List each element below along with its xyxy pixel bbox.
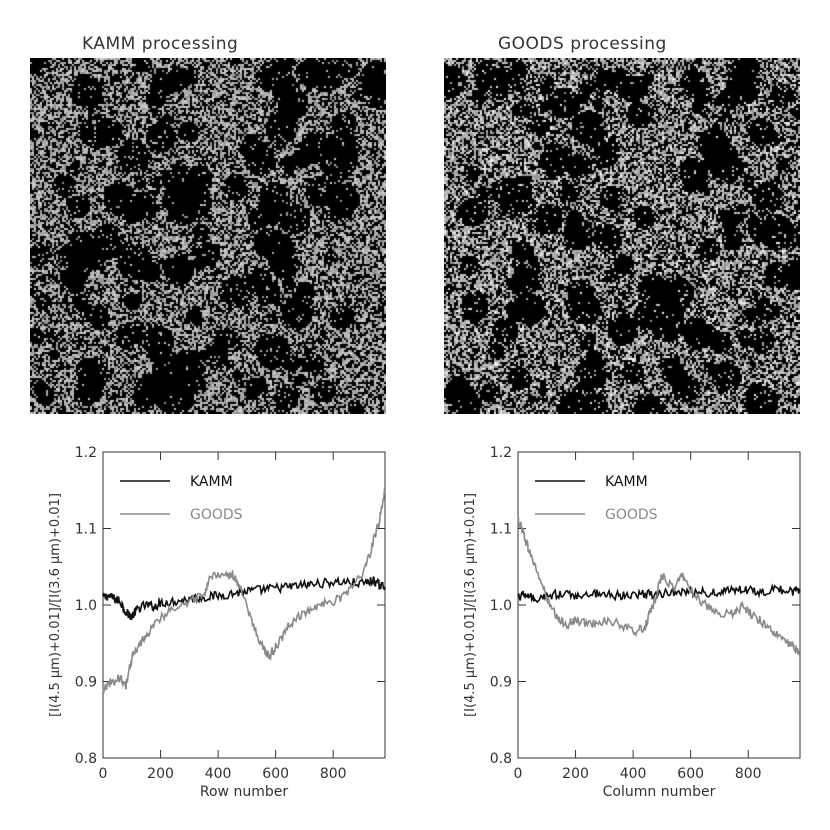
y-tick-label: 1.0 <box>75 598 97 614</box>
legend-label-kamm: KAMM <box>605 474 648 490</box>
goods-image-title: GOODS processing <box>498 34 667 54</box>
y-axis-label: [I(4.5 μm)+0.01]/[I(3.6 μm)+0.01] <box>48 493 63 717</box>
series-line-goods <box>102 487 386 696</box>
legend-label-goods: GOODS <box>190 507 243 523</box>
x-tick-label: 800 <box>320 766 347 782</box>
x-tick-label: 600 <box>677 766 704 782</box>
y-tick-label: 0.9 <box>75 675 97 691</box>
series-line-kamm <box>102 575 386 620</box>
y-tick-label: 1.1 <box>490 522 512 538</box>
x-tick-label: 800 <box>735 766 762 782</box>
x-tick-label: 0 <box>99 766 108 782</box>
x-axis-label: Row number <box>200 784 288 800</box>
series-line-kamm <box>517 583 801 604</box>
y-axis-label: [I(4.5 μm)+0.01]/[I(3.6 μm)+0.01] <box>463 493 478 717</box>
x-tick-label: 600 <box>262 766 289 782</box>
x-axis-label: Column number <box>603 784 716 800</box>
y-tick-label: 1.0 <box>490 598 512 614</box>
x-tick-label: 200 <box>147 766 174 782</box>
y-tick-label: 1.2 <box>490 445 512 461</box>
x-tick-label: 0 <box>514 766 523 782</box>
legend-label-kamm: KAMM <box>190 474 233 490</box>
x-tick-label: 400 <box>205 766 232 782</box>
goods-processed-image <box>444 58 800 414</box>
series-line-goods <box>517 516 801 656</box>
x-tick-label: 400 <box>620 766 647 782</box>
y-tick-label: 1.1 <box>75 522 97 538</box>
x-tick-label: 200 <box>562 766 589 782</box>
y-tick-label: 0.8 <box>490 751 512 767</box>
kamm-processed-image <box>30 58 386 414</box>
y-tick-label: 0.9 <box>490 675 512 691</box>
legend-label-goods: GOODS <box>605 507 658 523</box>
y-tick-label: 0.8 <box>75 751 97 767</box>
plot-frame <box>517 451 801 759</box>
kamm-image-title: KAMM processing <box>82 34 239 54</box>
row-ratio-plot: 0.8 0.9 1.0 1.1 1.2 0 200 400 600 800 Row number [I… <box>48 445 386 800</box>
column-ratio-plot: 0.8 0.9 1.0 1.1 1.2 0 200 400 600 800 Column numbe… <box>463 445 801 800</box>
y-tick-label: 1.2 <box>75 445 97 461</box>
